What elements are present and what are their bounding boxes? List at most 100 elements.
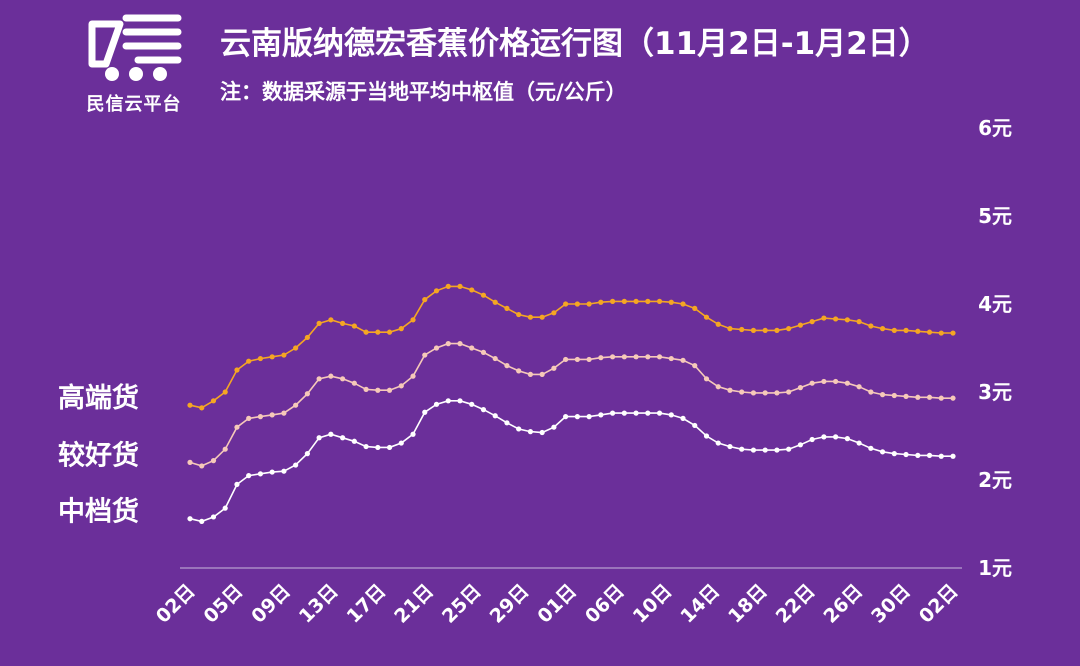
legend-label-1: 较好货 — [58, 439, 139, 471]
brand-logo: 民信云平台 — [78, 12, 190, 115]
data-point — [246, 358, 252, 364]
data-point — [210, 398, 217, 404]
data-point — [809, 319, 815, 325]
logo-text: 民信云平台 — [86, 94, 182, 115]
data-point — [739, 446, 745, 452]
data-point — [715, 384, 721, 390]
data-point — [433, 345, 440, 351]
data-point — [786, 446, 792, 452]
data-point — [879, 326, 886, 332]
data-point — [551, 424, 557, 430]
data-point — [234, 424, 240, 430]
data-point — [187, 402, 193, 408]
data-point — [269, 469, 275, 475]
x-tick-label: 22日 — [772, 580, 820, 628]
data-point — [316, 435, 322, 441]
data-point — [774, 390, 780, 396]
data-point — [527, 429, 534, 435]
data-point — [539, 371, 545, 377]
x-tick-label: 18日 — [724, 580, 772, 628]
data-point — [328, 317, 334, 323]
data-point — [351, 380, 357, 386]
data-point — [563, 414, 569, 420]
data-point — [598, 299, 604, 305]
data-point — [586, 356, 592, 363]
data-point — [821, 434, 827, 440]
data-point — [445, 398, 451, 404]
data-point — [433, 401, 440, 407]
x-tick-label: 30日 — [867, 580, 915, 628]
data-point — [809, 436, 815, 443]
data-point — [692, 422, 698, 429]
data-point — [422, 409, 428, 415]
data-point — [786, 326, 792, 332]
data-point — [844, 317, 850, 323]
data-point — [504, 420, 510, 426]
data-point — [621, 410, 627, 416]
data-point — [915, 452, 921, 458]
data-point — [563, 301, 569, 307]
data-point — [609, 298, 616, 304]
x-tick-label: 09日 — [247, 580, 295, 628]
data-point — [586, 301, 592, 307]
data-point — [281, 410, 287, 416]
data-point — [915, 394, 921, 400]
data-point — [903, 451, 909, 458]
data-point — [868, 389, 874, 395]
data-point — [504, 363, 510, 369]
y-tick-label: 6元 — [978, 116, 1012, 140]
data-point — [398, 440, 404, 446]
legend-label-2: 中档货 — [58, 496, 139, 528]
data-point — [398, 326, 404, 332]
data-point — [422, 352, 428, 358]
data-point — [915, 328, 921, 334]
data-point — [621, 354, 627, 360]
data-point — [645, 298, 651, 304]
data-point — [856, 440, 862, 446]
data-point — [797, 442, 804, 448]
data-point — [375, 387, 381, 393]
data-point — [926, 329, 933, 335]
data-point — [527, 314, 534, 320]
data-point — [187, 516, 193, 522]
data-point — [633, 298, 639, 304]
data-point — [574, 301, 580, 307]
x-tick-label: 02日 — [152, 580, 200, 628]
data-point — [551, 365, 557, 371]
data-point — [879, 392, 886, 398]
data-point — [750, 390, 757, 396]
legend-label-0: 高端货 — [58, 382, 139, 414]
data-point — [833, 378, 839, 385]
truck-icon — [88, 14, 182, 81]
data-point — [257, 414, 264, 420]
data-point — [574, 356, 580, 363]
x-tick-label: 02日 — [915, 580, 963, 628]
data-point — [891, 451, 897, 457]
data-point — [797, 385, 804, 391]
data-point — [386, 329, 393, 335]
data-point — [257, 471, 264, 477]
data-point — [304, 334, 310, 341]
data-point — [457, 398, 463, 404]
data-point — [539, 429, 545, 436]
data-point — [222, 389, 228, 395]
data-point — [199, 463, 205, 469]
data-point — [668, 412, 674, 418]
y-tick-label: 3元 — [978, 380, 1012, 404]
data-point — [762, 390, 768, 396]
data-point — [480, 292, 487, 298]
data-point — [492, 413, 498, 419]
x-tick-label: 05日 — [200, 580, 248, 628]
data-point — [621, 298, 627, 304]
data-point — [609, 354, 616, 360]
data-point — [656, 354, 663, 360]
data-point — [609, 410, 616, 416]
data-point — [774, 447, 780, 453]
data-point — [304, 451, 310, 457]
data-point — [363, 329, 369, 335]
x-tick-label: 13日 — [295, 580, 343, 628]
data-point — [586, 414, 592, 420]
x-tick-label: 01日 — [533, 580, 581, 628]
data-point — [516, 368, 522, 374]
